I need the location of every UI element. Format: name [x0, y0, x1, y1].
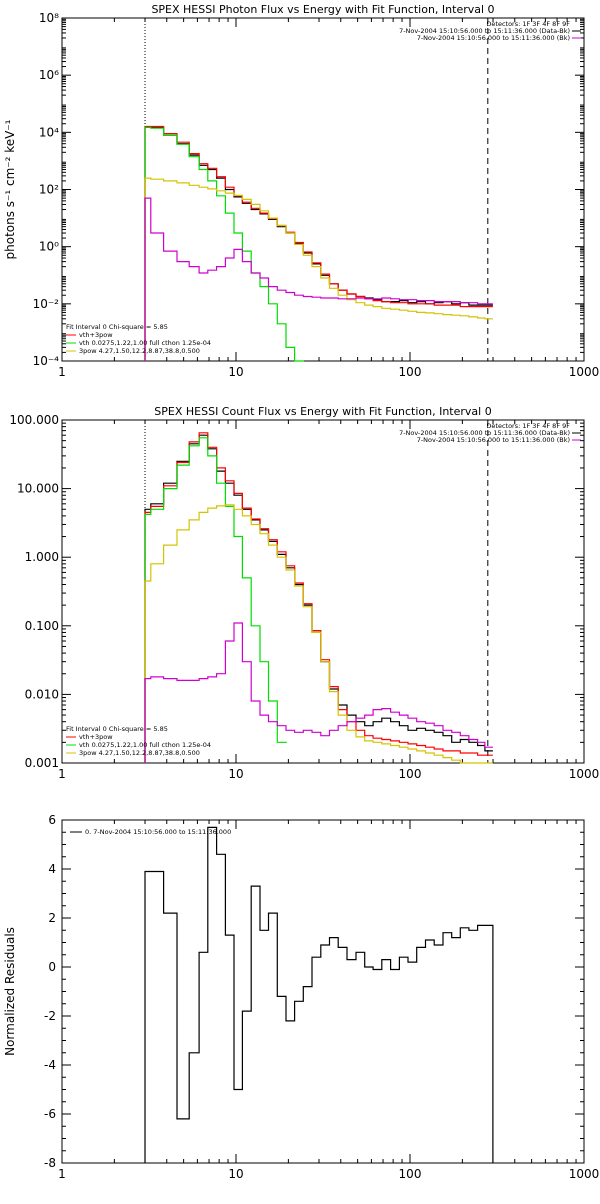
legend-text: 0. 7-Nov-2004 15:10:56.000 to 15:11:36.0…: [85, 828, 231, 836]
series-vth: [144, 126, 305, 362]
chart-title-0: SPEX HESSI Photon Flux vs Energy with Fi…: [151, 3, 494, 16]
y-tick-label: -2: [44, 1009, 56, 1023]
fit-legend-text: 3pow 4.27,1.50,12.2,8.87,38.8,0.500: [79, 347, 200, 355]
fit-legend-text: vth+3pow: [79, 331, 113, 339]
fit-legend-text: vth 0.0275,1.22,1.00 full cthon 1.25e-04: [79, 339, 211, 347]
y-tick-label: 0.001: [25, 756, 59, 770]
y-tick-label: 100.000: [9, 413, 59, 427]
y-tick-label: 10⁴: [39, 125, 59, 139]
legend-top-text: 7-Nov-2004 15:10:56.000 to 15:11:36.000 …: [399, 429, 570, 437]
x-tick-label: 10: [228, 767, 243, 781]
y-tick-label: 10⁸: [39, 11, 59, 25]
series-data-bk: [144, 434, 493, 763]
x-tick-label: 1: [58, 365, 66, 379]
y-tick-label: 1.000: [25, 550, 59, 564]
y-axis-label: Normalized Residuals: [3, 927, 17, 1056]
series-vth-3pow: [144, 432, 493, 763]
x-tick-label: 10: [228, 365, 243, 379]
x-tick-label: 1: [58, 767, 66, 781]
y-tick-label: 0.100: [25, 619, 59, 633]
x-tick-label: 100: [399, 767, 422, 781]
x-tick-label: 10: [228, 1167, 243, 1181]
y-tick-label: -8: [44, 1156, 56, 1170]
y-tick-label: 4: [48, 862, 56, 876]
series-3pow: [144, 504, 493, 764]
legend-top-text: 7-Nov-2004 15:10:56.000 to 15:11:36.000 …: [399, 27, 570, 35]
y-tick-label: 2: [48, 911, 56, 925]
series-vth-3pow: [144, 125, 493, 361]
x-tick-label: 1000: [569, 365, 600, 379]
series-bk: [144, 197, 493, 361]
y-tick-label: -6: [44, 1107, 56, 1121]
y-tick-label: 10⁶: [39, 68, 59, 82]
plot-frame-2: [61, 819, 585, 1164]
legend-top-text: Detectors: 1F 3F 4F 8F 9F: [486, 422, 570, 430]
fit-legend-text: vth 0.0275,1.22,1.00 full cthon 1.25e-04: [79, 741, 211, 749]
y-tick-label: 6: [48, 813, 56, 827]
fit-legend-header: Fit Interval 0 Chi-square = 5.85: [66, 323, 168, 331]
series-0-7-nov-2004-15-10-56-000-to-15-11-36-000: [144, 826, 494, 1163]
y-tick-label: 10⁻²: [33, 297, 60, 311]
x-tick-label: 1: [58, 1167, 66, 1181]
y-tick-label: 10⁻⁴: [33, 354, 60, 368]
y-tick-label: -4: [44, 1058, 56, 1072]
legend-top-text: 7-Nov-2004 15:10:56.000 to 15:11:36.000 …: [417, 436, 570, 444]
x-tick-label: 100: [399, 365, 422, 379]
series-3pow: [144, 177, 493, 361]
y-tick-label: 10²: [39, 183, 59, 197]
y-tick-label: 10⁰: [39, 240, 59, 254]
y-tick-label: 0: [48, 960, 56, 974]
series-bk: [144, 622, 493, 763]
x-tick-label: 100: [399, 1167, 422, 1181]
x-tick-label: 1000: [569, 1167, 600, 1181]
fit-legend-text: vth+3pow: [79, 733, 113, 741]
fit-legend-header: Fit Interval 0 Chi-square = 5.85: [66, 725, 168, 733]
fit-legend-text: 3pow 4.27,1.50,12.2,8.87,38.8,0.500: [79, 749, 200, 757]
plot-frame-0: [61, 17, 585, 362]
y-tick-label: 0.010: [25, 687, 59, 701]
series-data-bk: [144, 126, 493, 361]
plot-frame-1: [61, 419, 585, 764]
y-axis-label: photons s⁻¹ cm⁻² keV⁻¹: [3, 119, 17, 259]
legend-top-text: 7-Nov-2004 15:10:56.000 to 15:11:36.000 …: [417, 34, 570, 42]
legend-top-text: Detectors: 1F 3F 4F 8F 9F: [486, 20, 570, 28]
x-tick-label: 1000: [569, 767, 600, 781]
chart-title-1: SPEX HESSI Count Flux vs Energy with Fit…: [154, 405, 491, 418]
y-tick-label: 10.000: [17, 482, 59, 496]
series-vth: [144, 437, 287, 763]
